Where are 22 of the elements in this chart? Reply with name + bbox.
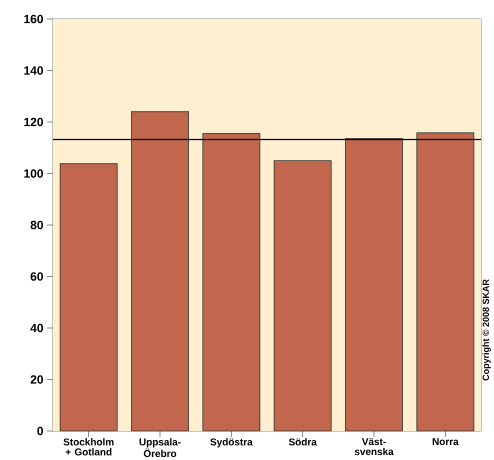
y-tick-label: 80 — [30, 220, 43, 230]
x-tick-label: Sydöstra — [210, 438, 253, 448]
bar — [60, 163, 118, 432]
x-tick-label: Stockholm + Gotland — [63, 438, 114, 456]
x-tick-label: Norra — [432, 438, 459, 446]
text: Copyright © 2008 SKAR — [482, 279, 491, 380]
bar — [202, 133, 260, 432]
y-tick-label: 40 — [30, 324, 43, 332]
bar — [274, 160, 332, 432]
x-tick-label: Södra — [288, 438, 317, 446]
y-tick-label: 20 — [30, 375, 43, 384]
bar — [131, 111, 189, 432]
x-tick-label: Väst-svenska — [354, 438, 394, 456]
y-tick-label: 140 — [24, 66, 43, 75]
y-tick-label: 120 — [24, 118, 43, 126]
bar — [416, 132, 474, 432]
bar — [345, 138, 403, 432]
y-tick-label: 100 — [24, 169, 43, 178]
y-tick-label: 160 — [24, 14, 43, 24]
x-tick-label: Uppsala-Örebro — [140, 438, 181, 458]
y-tick-label: 0 — [37, 426, 43, 436]
y-tick-label: 60 — [30, 272, 43, 281]
